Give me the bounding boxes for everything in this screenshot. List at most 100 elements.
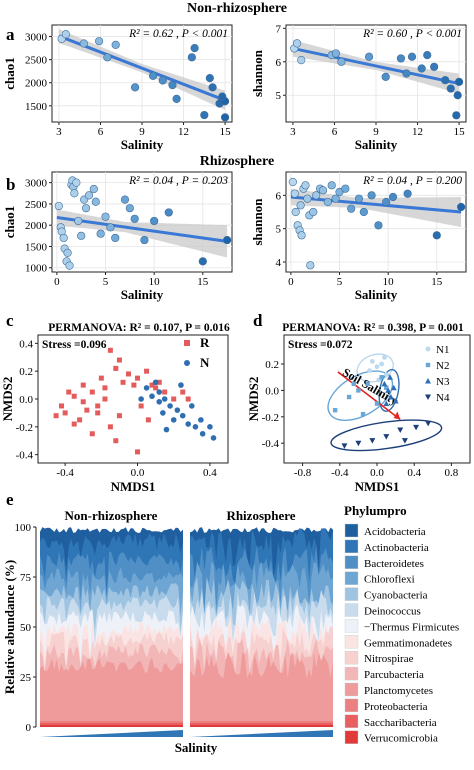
data-point (70, 189, 79, 198)
data-point (208, 83, 217, 92)
point-n (163, 426, 170, 433)
y-tick-label: 0.2 (19, 366, 33, 378)
permanova-title: PERMANOVA: R² = 0.398, P = 0.001 (282, 322, 464, 334)
point-n (207, 424, 213, 430)
data-point (125, 204, 134, 213)
data-point (446, 84, 455, 93)
point-r (145, 417, 151, 423)
point-n (143, 385, 150, 391)
x-tick-label: 15 (220, 126, 232, 138)
x-tick-label: 10 (149, 276, 161, 288)
x-tick-label: 15 (431, 276, 443, 288)
data-point (388, 192, 398, 202)
data-point (96, 229, 105, 238)
point-r (171, 396, 177, 402)
data-point (150, 216, 159, 226)
data-point (220, 113, 230, 122)
panel-letter-b: b (6, 175, 15, 194)
point-r (156, 379, 162, 385)
legend-label: Parcubacteria (364, 669, 424, 681)
area-layer-non-rhizosphere (40, 725, 183, 727)
legend-swatch (344, 682, 359, 697)
legend-marker-r (184, 340, 190, 346)
data-point (432, 231, 441, 240)
data-point (367, 191, 376, 200)
point-r (89, 431, 95, 437)
y-tick-label: -0.2 (16, 422, 33, 434)
legend-swatch (344, 619, 359, 633)
panel-a-shannon: 3 6 9 12 15 5 6 7 Salinity shannon R² = 0.60 , P <… (250, 23, 467, 152)
panel-letter-e: e (6, 490, 14, 509)
point-n1 (367, 368, 372, 374)
point-r (102, 385, 108, 391)
data-point (158, 76, 167, 85)
panel-a-chao1: 3 6 9 12 15 1500 2000 2500 3000 Salinity chao1 R² =… (2, 24, 233, 152)
point-r (62, 410, 68, 416)
legend-swatch (344, 587, 359, 601)
data-point (359, 207, 368, 217)
x-tick-label: 12 (178, 126, 189, 138)
data-point (198, 257, 207, 266)
point-n3 (385, 387, 392, 393)
block-title-non-rhizosphere: Non-rhizosphere (65, 508, 158, 523)
data-point (130, 83, 140, 92)
y-axis-label: shannon (250, 198, 265, 246)
title-non-rhizosphere: Non-rhizosphere (187, 1, 287, 16)
legend-label: Gemmatimonadetes (364, 637, 452, 649)
data-point (341, 184, 350, 193)
panel-b-shannon: 0 5 10 15 4 5 6 Salinity shannon R² = 0.04 , P = … (250, 171, 467, 302)
x-axis-label: Salinity (175, 740, 218, 755)
x-tick-label: 12 (412, 126, 423, 138)
stats-annotation: R² = 0.62 , P < 0.001 (128, 28, 228, 40)
point-r (125, 371, 131, 377)
regression-line (290, 195, 462, 214)
data-point (79, 39, 88, 48)
group-ellipse (378, 368, 400, 412)
point-n4 (413, 424, 420, 431)
legend-marker-n4 (425, 394, 431, 400)
plot-frame (51, 171, 233, 273)
stats-annotation: R² = 0.04 , P = 0.203 (128, 175, 228, 187)
x-axis-label: NMDS1 (355, 479, 400, 494)
x-tick-label: 15 (197, 276, 209, 288)
point-n (178, 382, 184, 388)
point-n1 (369, 358, 375, 364)
data-point (103, 53, 112, 62)
y-tick-label: 2500 (25, 55, 48, 67)
x-tick-label: 0.0 (370, 467, 384, 479)
point-n4 (355, 440, 362, 447)
data-point (337, 57, 346, 66)
y-tick-label: 100 (15, 522, 32, 534)
data-point (327, 181, 336, 190)
data-point (65, 261, 74, 270)
legend-swatch (344, 698, 359, 713)
data-point (101, 212, 110, 221)
point-n4 (341, 443, 348, 449)
data-point (77, 231, 86, 240)
point-n3 (387, 394, 394, 400)
point-n4 (369, 438, 376, 444)
y-tick-label: 2500 (25, 199, 48, 211)
y-axis-label: shannon (250, 49, 265, 97)
legend-marker-n1 (425, 346, 431, 352)
data-point (223, 235, 232, 245)
data-point (291, 207, 300, 217)
data-point (453, 91, 462, 100)
data-point (457, 202, 466, 212)
y-tick-label: 0.4 (19, 338, 33, 350)
data-point (318, 186, 328, 195)
regression-line (292, 46, 460, 86)
data-point (417, 64, 426, 73)
legend-swatch (344, 714, 359, 728)
y-tick-label: 1000 (25, 263, 48, 275)
data-point (91, 197, 100, 206)
y-tick-label: 2000 (25, 78, 48, 90)
legend-label: Nitrospirae (364, 653, 414, 665)
data-point (364, 52, 374, 61)
data-point (84, 191, 94, 200)
legend-swatch (344, 539, 359, 554)
legend-label: Deinococcus (364, 606, 421, 618)
point-n1 (374, 364, 380, 370)
point-n2 (379, 375, 384, 380)
